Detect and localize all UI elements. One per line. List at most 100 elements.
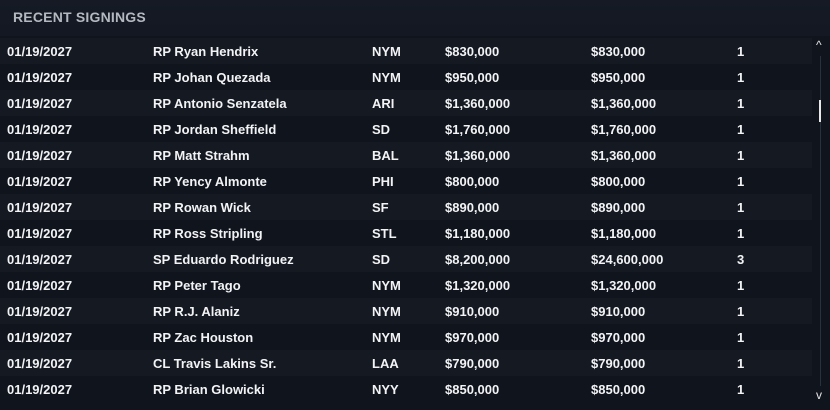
cell-total: $1,360,000: [591, 148, 657, 163]
cell-team: SD: [372, 252, 391, 267]
cell-team: NYM: [372, 330, 401, 345]
cell-years: 1: [737, 200, 745, 215]
cell-team: LAA: [372, 356, 399, 371]
cell-total: $1,360,000: [591, 96, 657, 111]
cell-player: RP Peter Tago: [153, 278, 241, 293]
cell-salary: $8,200,000: [445, 252, 511, 267]
cell-years: 1: [737, 304, 745, 319]
cell-years: 1: [737, 226, 745, 241]
cell-team: NYY: [372, 382, 399, 397]
cell-years: 1: [737, 356, 745, 371]
cell-years: 1: [737, 278, 745, 293]
cell-years: 1: [737, 70, 745, 85]
cell-team: NYM: [372, 70, 401, 85]
panel-header: RECENT SIGNINGS: [0, 0, 830, 36]
table-row[interactable]: 01/19/2027 RP Zac Houston NYM $970,000 $970,…: [0, 324, 812, 350]
cell-date: 01/19/2027: [7, 174, 73, 189]
cell-team: NYM: [372, 304, 401, 319]
cell-player: RP R.J. Alaniz: [153, 304, 240, 319]
cell-salary: $970,000: [445, 330, 500, 345]
cell-date: 01/19/2027: [7, 200, 73, 215]
cell-years: 1: [737, 174, 745, 189]
scrollbar[interactable]: ^ v: [812, 36, 830, 410]
table-row[interactable]: 01/19/2027 RP Yency Almonte PHI $800,000 $80…: [0, 168, 812, 194]
cell-salary: $910,000: [445, 304, 500, 319]
cell-player: RP Ryan Hendrix: [153, 44, 259, 59]
cell-date: 01/19/2027: [7, 44, 73, 59]
cell-salary: $1,180,000: [445, 226, 511, 241]
cell-total: $790,000: [591, 356, 646, 371]
table-row[interactable]: 01/19/2027 RP R.J. Alaniz NYM $910,000 $910,…: [0, 298, 812, 324]
cell-team: BAL: [372, 148, 399, 163]
scrollbar-thumb[interactable]: [819, 100, 821, 122]
cell-total: $910,000: [591, 304, 646, 319]
table-row[interactable]: 01/19/2027 RP Peter Tago NYM $1,320,000 $1,3…: [0, 272, 812, 298]
cell-total: $800,000: [591, 174, 646, 189]
cell-date: 01/19/2027: [7, 148, 73, 163]
cell-player: RP Matt Strahm: [153, 148, 250, 163]
table-row[interactable]: 01/19/2027 RP Brian Glowicki NYY $850,000 $8…: [0, 376, 812, 402]
cell-date: 01/19/2027: [7, 252, 73, 267]
cell-total: $970,000: [591, 330, 646, 345]
cell-salary: $1,360,000: [445, 148, 511, 163]
table-row[interactable]: 01/19/2027 CL Travis Lakins Sr. LAA $790,00…: [0, 350, 812, 376]
cell-team: PHI: [372, 174, 394, 189]
cell-player: RP Ross Stripling: [153, 226, 263, 241]
table-row[interactable]: 01/19/2027 RP Jordan Sheffield SD $1,760,00…: [0, 116, 812, 142]
cell-team: SF: [372, 200, 389, 215]
cell-team: ARI: [372, 96, 395, 111]
cell-years: 1: [737, 382, 745, 397]
cell-date: 01/19/2027: [7, 122, 73, 137]
table-row[interactable]: 01/19/2027 RP Ross Stripling STL $1,180,000…: [0, 220, 812, 246]
cell-salary: $830,000: [445, 44, 500, 59]
cell-team: NYM: [372, 44, 401, 59]
cell-years: 3: [737, 252, 745, 267]
cell-date: 01/19/2027: [7, 226, 73, 241]
cell-date: 01/19/2027: [7, 382, 73, 397]
table-row[interactable]: 01/19/2027 RP Matt Strahm BAL $1,360,000 $1,…: [0, 142, 812, 168]
cell-date: 01/19/2027: [7, 70, 73, 85]
cell-date: 01/19/2027: [7, 96, 73, 111]
cell-total: $830,000: [591, 44, 646, 59]
cell-salary: $800,000: [445, 174, 500, 189]
table-row[interactable]: 01/19/2027 SP Eduardo Rodriguez SD $8,200,0…: [0, 246, 812, 272]
cell-player: RP Yency Almonte: [153, 174, 267, 189]
panel-title: RECENT SIGNINGS: [13, 9, 146, 25]
cell-salary: $1,360,000: [445, 96, 511, 111]
cell-salary: $950,000: [445, 70, 500, 85]
cell-years: 1: [737, 122, 745, 137]
cell-date: 01/19/2027: [7, 304, 73, 319]
cell-player: RP Zac Houston: [153, 330, 254, 345]
cell-player: RP Brian Glowicki: [153, 382, 265, 397]
cell-salary: $1,760,000: [445, 122, 511, 137]
cell-date: 01/19/2027: [7, 278, 73, 293]
cell-date: 01/19/2027: [7, 330, 73, 345]
table-row[interactable]: 01/19/2027 RP Johan Quezada NYM $950,000 $95…: [0, 64, 812, 90]
table-row[interactable]: 01/19/2027 RP Antonio Senzatela ARI $1,360,…: [0, 90, 812, 116]
cell-player: RP Antonio Senzatela: [153, 96, 287, 111]
scrollbar-track[interactable]: [820, 56, 821, 386]
cell-years: 1: [737, 330, 745, 345]
cell-player: SP Eduardo Rodriguez: [153, 252, 294, 267]
cell-salary: $1,320,000: [445, 278, 511, 293]
table-row[interactable]: 01/19/2027 RP Ryan Hendrix NYM $830,000 $830…: [0, 38, 812, 64]
chevron-up-icon[interactable]: ^: [816, 38, 822, 52]
cell-player: RP Rowan Wick: [153, 200, 251, 215]
cell-total: $1,180,000: [591, 226, 657, 241]
cell-player: RP Johan Quezada: [153, 70, 271, 85]
cell-salary: $790,000: [445, 356, 500, 371]
signings-list: 01/19/2027 RP Ryan Hendrix NYM $830,000 $830…: [0, 38, 812, 402]
cell-years: 1: [737, 148, 745, 163]
cell-player: RP Jordan Sheffield: [153, 122, 277, 137]
cell-salary: $850,000: [445, 382, 500, 397]
cell-date: 01/19/2027: [7, 356, 73, 371]
cell-team: NYM: [372, 278, 401, 293]
cell-years: 1: [737, 44, 745, 59]
table-row[interactable]: 01/19/2027 RP Rowan Wick SF $890,000 $890,00…: [0, 194, 812, 220]
cell-team: SD: [372, 122, 391, 137]
cell-total: $1,320,000: [591, 278, 657, 293]
cell-total: $950,000: [591, 70, 646, 85]
cell-total: $850,000: [591, 382, 646, 397]
chevron-down-icon[interactable]: v: [816, 388, 822, 402]
cell-salary: $890,000: [445, 200, 500, 215]
